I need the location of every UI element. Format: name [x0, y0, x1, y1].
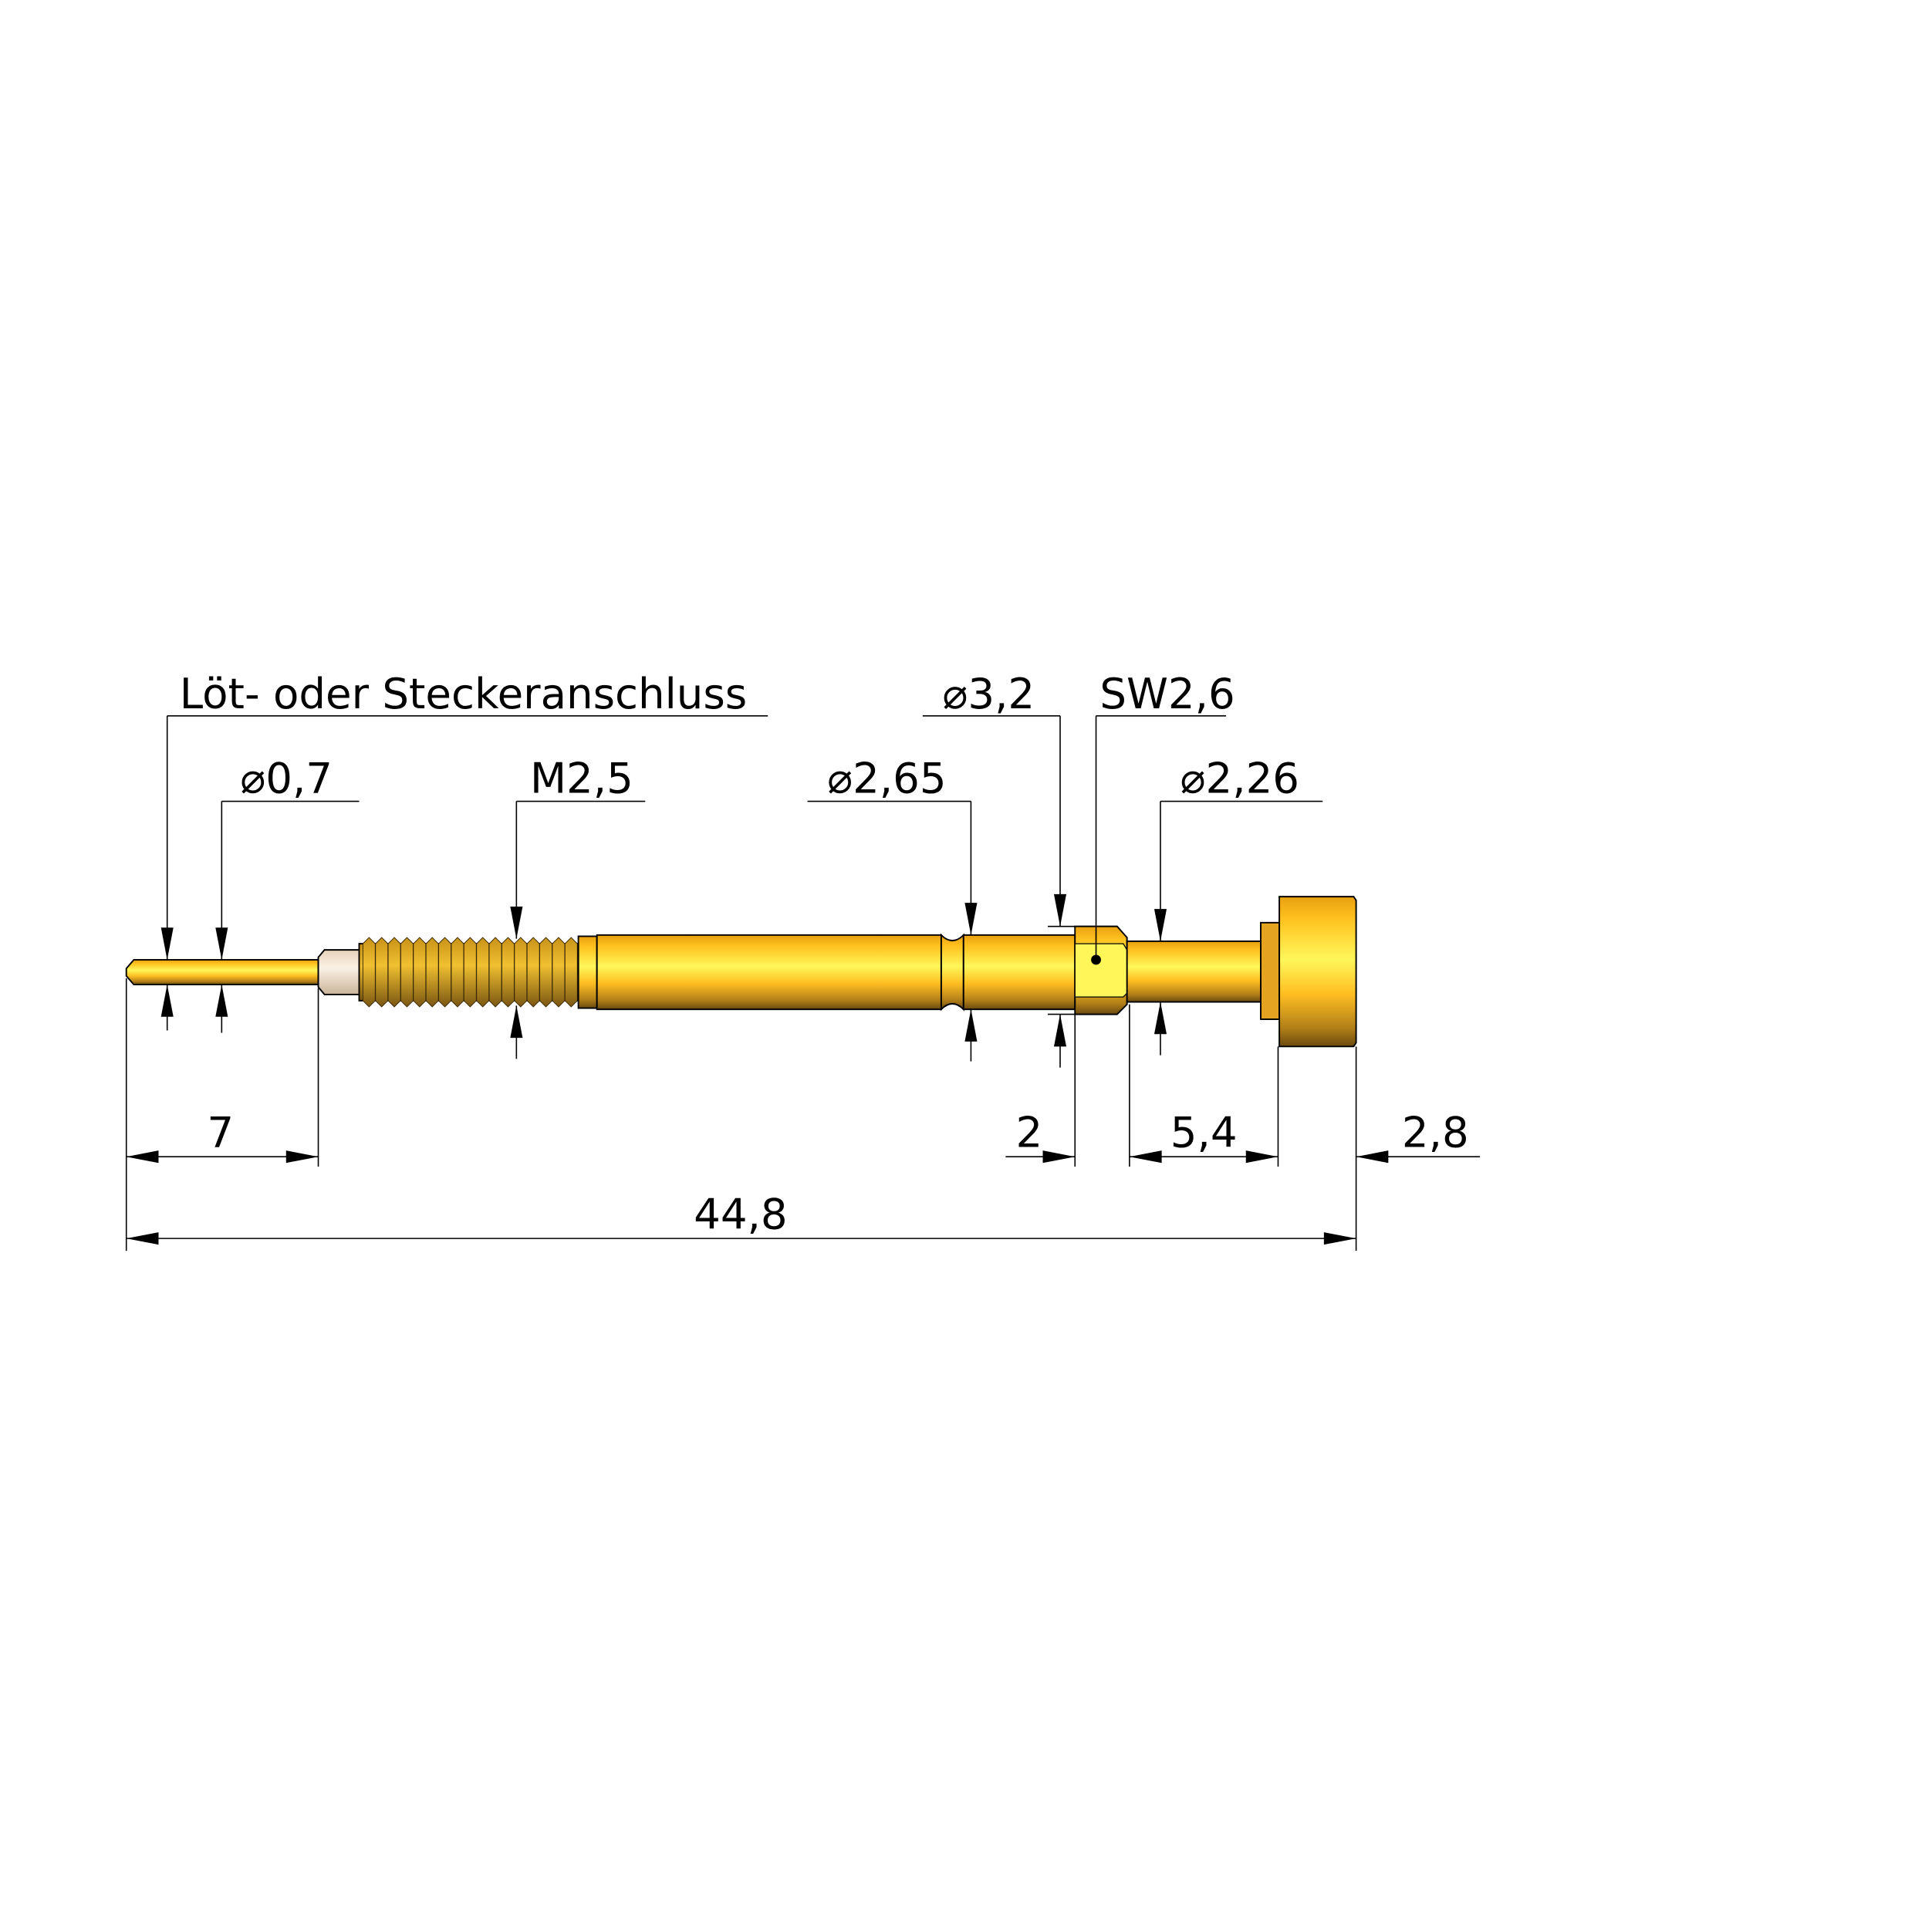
thread-tooth [400, 937, 414, 1008]
thread-tooth [539, 937, 553, 1008]
thread-tooth [476, 937, 490, 1008]
arrowhead-icon [1129, 1150, 1162, 1164]
dim-overall-length: 44,8 [694, 1189, 788, 1238]
hex-nut [1074, 925, 1128, 1015]
callout-body-diameter: ⌀2,65 [827, 753, 946, 802]
flange [1260, 921, 1281, 1020]
dimensions: Löt- oder Steckeranschluss ⌀0,7 M2,5 ⌀2,… [125, 669, 1481, 1251]
thread-tooth [362, 937, 376, 1008]
arrowhead-icon [1042, 1150, 1076, 1164]
thread-tooth [488, 937, 502, 1008]
leader-body-diameter [807, 800, 972, 1062]
thread-tooth [387, 937, 401, 1008]
thread-tooth [564, 937, 578, 1008]
arrowhead-icon [160, 985, 174, 1017]
arrowhead-icon [964, 1009, 978, 1042]
leader-pin-diameter [221, 800, 360, 1033]
dim-head-length: 2,8 [1402, 1107, 1469, 1157]
leader-wrench-size [1095, 714, 1227, 960]
thread-tooth [526, 937, 540, 1008]
thread-tooth [375, 937, 389, 1008]
solder-pin [125, 959, 319, 986]
arrowhead-icon [964, 903, 978, 935]
arrowhead-icon [126, 1150, 159, 1164]
thread-tooth [463, 937, 477, 1008]
insulator [317, 949, 363, 995]
arrowhead-icon [1053, 893, 1067, 927]
leader-hex-diameter [922, 714, 1076, 1068]
dim-hex-length: 2 [1016, 1107, 1043, 1157]
arrowhead-icon [1356, 1150, 1389, 1164]
shaft [1126, 940, 1265, 1003]
thread-tooth [514, 937, 528, 1008]
arrowhead-icon [126, 1232, 159, 1245]
leader-thread [515, 800, 646, 1059]
thread-runout [577, 935, 598, 1009]
arrowhead-icon [285, 1150, 319, 1164]
arrowhead-icon [1153, 1001, 1167, 1035]
thread-m2-5 [358, 937, 579, 1008]
contact-probe [125, 896, 1357, 1048]
body [596, 934, 942, 1011]
callout-connection: Löt- oder Steckeranschluss [180, 669, 747, 718]
callout-shaft-diameter: ⌀2,26 [1180, 753, 1299, 802]
body-groove [940, 933, 964, 1012]
body-front [962, 934, 1076, 1011]
callout-hex-diameter: ⌀3,2 [943, 669, 1035, 718]
arrowhead-icon [1323, 1232, 1356, 1245]
thread-tooth [425, 937, 439, 1008]
dim-pin-length: 7 [207, 1107, 234, 1157]
thread-tooth [501, 937, 515, 1008]
extension-lines [125, 978, 1357, 1251]
arrowhead-icon [1153, 909, 1167, 941]
arrowhead-icon [215, 927, 228, 960]
arrowhead-icon [510, 906, 523, 939]
callout-pin-diameter: ⌀0,7 [240, 753, 333, 802]
thread-tooth [451, 937, 464, 1008]
callout-wrench-size: SW2,6 [1099, 669, 1235, 718]
arrowhead-icon [1053, 1014, 1067, 1047]
arrowhead-icon [215, 985, 228, 1017]
thread-tooth [438, 937, 452, 1008]
arrowhead-icon [160, 927, 174, 960]
arrowhead-icon [510, 1005, 523, 1039]
thread-tooth [413, 937, 427, 1008]
arrowhead-icon [1245, 1150, 1278, 1164]
dim-shaft-length: 5,4 [1170, 1107, 1238, 1157]
callout-thread: M2,5 [530, 753, 633, 802]
head [1278, 896, 1357, 1048]
thread-tooth [552, 937, 566, 1008]
